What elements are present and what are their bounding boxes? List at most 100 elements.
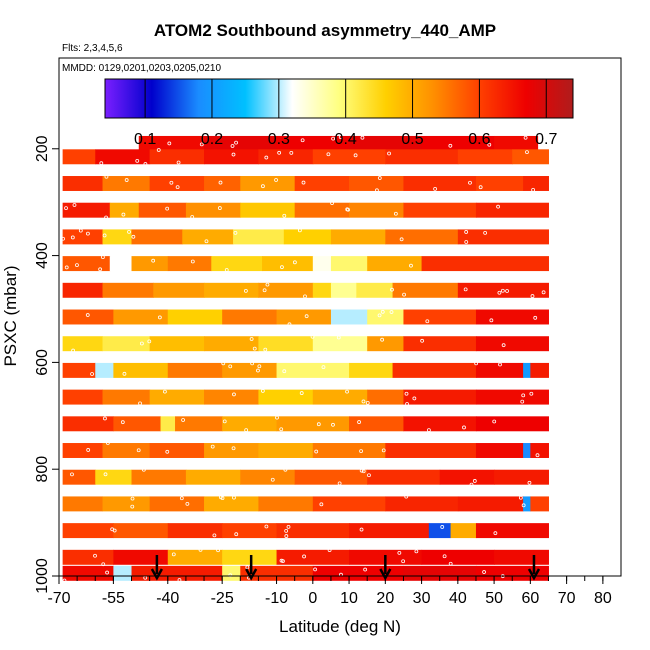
x-axis-label: Latitude (deg N) — [279, 617, 401, 636]
plot-area: MMDD: 0129,0201,0203,0205,0210 — [58, 57, 622, 583]
sample-marker — [230, 144, 235, 148]
heatmap-cell — [403, 389, 477, 405]
sample-marker — [86, 231, 90, 236]
sample-marker — [478, 185, 483, 190]
sample-marker — [531, 187, 536, 192]
heatmap-cell — [385, 443, 477, 458]
sample-marker — [389, 310, 394, 314]
flights-subtitle: Flts: 2,3,4,5,6 — [62, 43, 123, 54]
heatmap-cell — [385, 496, 459, 512]
sample-marker — [165, 449, 170, 454]
heatmap-cell — [160, 416, 176, 432]
heatmap-cell — [312, 149, 386, 165]
sample-marker — [85, 313, 90, 317]
sample-marker — [381, 448, 386, 453]
sample-marker — [498, 362, 502, 367]
sample-marker — [165, 206, 170, 211]
sample-marker — [256, 368, 260, 373]
heatmap-cell — [475, 176, 524, 191]
sample-marker — [314, 449, 319, 454]
sample-marker — [104, 174, 109, 179]
dates-subtitle-box — [61, 60, 261, 74]
sample-marker — [127, 229, 131, 234]
heatmap-cell — [356, 282, 394, 298]
heatmap-cell — [204, 176, 241, 191]
sample-marker — [297, 228, 302, 233]
colorbar-tick-label: 0.6 — [468, 131, 490, 148]
heatmap-cell — [62, 549, 114, 565]
colorbar-tick-label: 0.7 — [535, 131, 557, 148]
sample-marker — [359, 449, 363, 454]
dates-subtitle: MMDD: 0129,0201,0203,0205,0210 — [62, 63, 221, 74]
sample-marker — [156, 148, 161, 152]
heatmap-cell — [276, 362, 350, 378]
sample-marker — [263, 347, 268, 352]
heatmap-cell — [182, 229, 234, 245]
sample-marker — [157, 315, 162, 320]
sample-marker — [462, 425, 466, 430]
sample-marker — [72, 203, 77, 207]
y-tick-label: 600 — [34, 349, 51, 376]
sample-marker — [177, 578, 182, 582]
heatmap-cell — [204, 336, 259, 352]
sample-marker — [420, 338, 425, 343]
heatmap-cell — [62, 443, 104, 458]
heatmap-cell — [131, 469, 187, 485]
heatmap-cell — [102, 496, 151, 512]
heatmap-cell — [294, 176, 350, 191]
heatmap-cell — [258, 336, 314, 352]
sample-marker — [264, 155, 269, 160]
heatmap-cell — [204, 389, 259, 405]
sample-marker — [175, 185, 180, 190]
sample-marker — [102, 233, 107, 238]
sample-marker — [345, 389, 349, 394]
heatmap-cell — [102, 176, 151, 191]
sample-marker — [303, 294, 307, 299]
heatmap-cell — [109, 256, 133, 272]
sample-marker — [380, 337, 385, 342]
heatmap-cell — [421, 256, 549, 272]
heatmap-cell — [62, 496, 104, 512]
flight-arrows — [150, 555, 541, 581]
sample-marker — [136, 448, 141, 453]
heatmap-cell — [113, 309, 169, 325]
sample-marker — [169, 180, 174, 185]
sample-marker — [310, 334, 315, 339]
heatmap-cell — [149, 336, 205, 352]
sample-marker — [190, 215, 195, 219]
sample-marker — [493, 531, 498, 536]
heatmap-cell — [102, 389, 151, 405]
x-tick-label: 50 — [485, 590, 503, 607]
sample-marker — [105, 570, 109, 575]
heatmap-cell — [349, 416, 404, 432]
sample-marker — [244, 428, 249, 433]
heatmap-cell — [204, 135, 278, 151]
heatmap-cell — [457, 282, 549, 298]
heatmap-cell — [149, 176, 205, 191]
y-tick-label: 200 — [34, 135, 51, 162]
heatmap-cell — [233, 229, 285, 245]
sample-marker — [124, 178, 129, 182]
sample-marker — [78, 228, 83, 233]
heatmap-cell — [95, 469, 133, 485]
sample-marker — [218, 180, 223, 185]
heatmap-cell — [62, 389, 104, 405]
heatmap-cell — [367, 336, 404, 352]
flight-arrow — [150, 555, 163, 581]
sample-marker — [233, 230, 238, 235]
sample-marker — [380, 309, 385, 314]
heatmap-cell — [62, 565, 114, 581]
sample-marker — [222, 419, 227, 424]
heatmap-cell — [475, 336, 549, 352]
sample-marker — [463, 287, 468, 292]
sample-marker — [151, 258, 156, 263]
flight-arrow — [245, 555, 258, 581]
sample-marker — [377, 313, 382, 318]
sample-marker — [279, 427, 284, 432]
sample-marker — [112, 528, 117, 533]
heatmap-cell — [222, 565, 241, 581]
heatmap-cell — [211, 256, 263, 272]
heatmap-cell — [283, 229, 332, 245]
heatmap-cell — [222, 309, 278, 325]
